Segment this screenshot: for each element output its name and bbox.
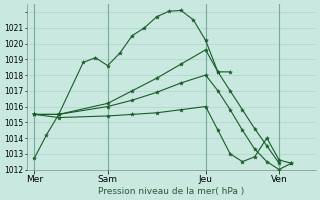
- X-axis label: Pression niveau de la mer( hPa ): Pression niveau de la mer( hPa ): [98, 187, 244, 196]
